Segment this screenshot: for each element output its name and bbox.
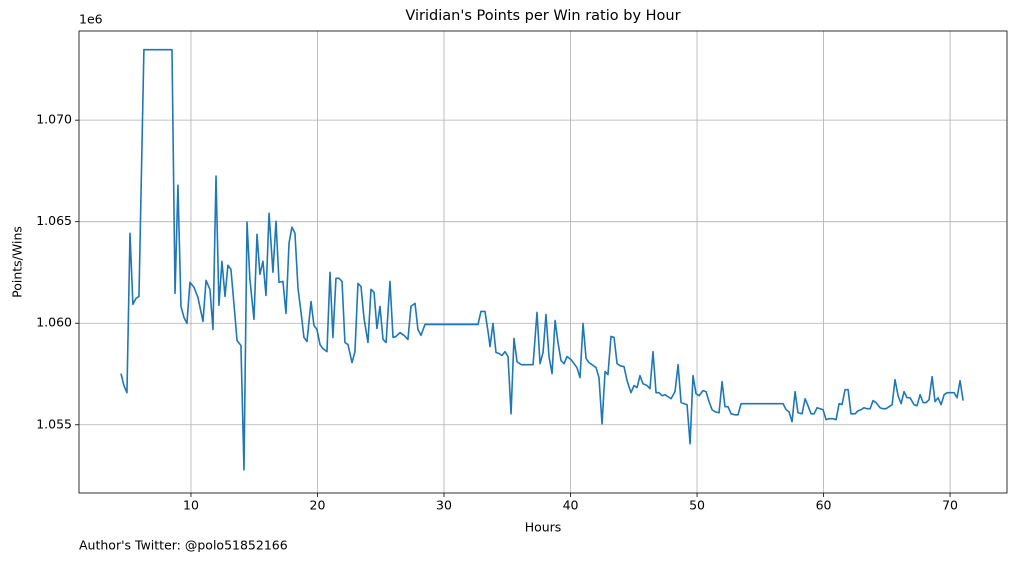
x-tick-label: 40 [563, 498, 579, 513]
plot-frame [78, 30, 1008, 494]
y-tick-label: 1.055 [36, 416, 72, 431]
y-tick-label: 1.060 [36, 315, 72, 330]
annotation: Author's Twitter: @polo51852166 [79, 538, 288, 553]
y-tick-label: 1.070 [36, 112, 72, 127]
data-line [120, 48, 964, 471]
x-tick-label: 10 [183, 498, 199, 513]
y-tick-label: 1.065 [36, 213, 72, 228]
x-tick-label: 20 [310, 498, 326, 513]
y-offset-label: 1e6 [79, 12, 103, 27]
x-tick-label: 70 [942, 498, 958, 513]
chart-title: Viridian's Points per Win ratio by Hour [405, 8, 680, 24]
x-tick-label: 30 [436, 498, 452, 513]
y-axis-label: Points/Wins [10, 226, 25, 298]
x-tick-label: 50 [689, 498, 705, 513]
x-tick-label: 60 [816, 498, 832, 513]
grid [79, 31, 1007, 493]
x-axis-label: Hours [525, 520, 562, 535]
